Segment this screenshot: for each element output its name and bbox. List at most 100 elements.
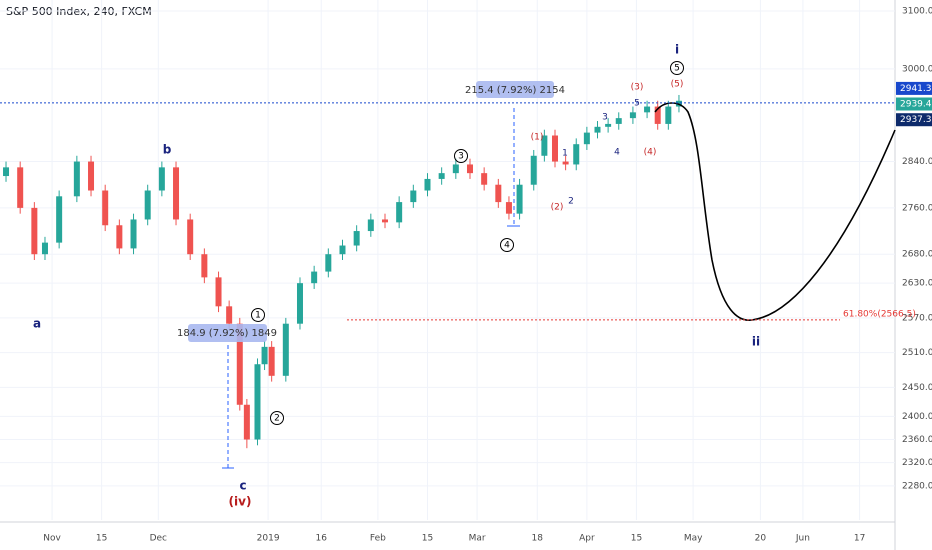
y-tick-label: 2450.0 [902, 383, 932, 393]
price-tag-label: 2939.4 [900, 100, 932, 110]
measure-label: 215.4 (7.92%) 2154 [465, 85, 565, 96]
candle-body [452, 164, 459, 174]
candle-body [353, 231, 360, 246]
price-tag [896, 113, 932, 127]
wave-label: (1) [531, 133, 544, 143]
candle-body [261, 346, 268, 365]
fib-label: 61.80%(2566.5) [843, 309, 916, 319]
wave-label: 1 [562, 149, 568, 159]
annotations: i 5 (5) (3) 5 3 4 (4) (1) 1 (2) 2 3 4 b a 1 2 c (iv) ii [33, 43, 760, 509]
x-tick-label: Feb [370, 534, 386, 544]
candle-body [236, 323, 243, 405]
candle-body [73, 161, 80, 197]
candle-body [102, 190, 109, 226]
candle-body [296, 283, 303, 324]
wave-label: i [675, 43, 679, 57]
candle-body [187, 219, 194, 255]
candle-body [594, 126, 601, 133]
price-tag [896, 97, 932, 111]
candle-body [243, 404, 250, 440]
candle-body [201, 254, 208, 278]
x-tick-label: 16 [316, 534, 328, 544]
candle-body [31, 207, 38, 255]
candle-body [339, 245, 346, 255]
wave-circle [454, 149, 468, 163]
candle-body [173, 167, 180, 220]
candle-body [41, 242, 48, 255]
y-tick-label: 2680.0 [902, 250, 932, 260]
price-tag-label: 2941.3 [900, 84, 932, 94]
wave-label: b [163, 143, 172, 157]
wave-label: (5) [671, 80, 684, 90]
wave-circle [270, 411, 284, 425]
x-tick-label: 15 [96, 534, 107, 544]
y-tick-label: 2570.0 [902, 313, 932, 323]
wave-label: c [239, 479, 246, 493]
wave-circle [670, 61, 684, 75]
x-tick-label: Apr [579, 534, 595, 544]
wave-label: 2 [274, 414, 280, 424]
candle-body [56, 196, 63, 243]
wave-label: (2) [551, 203, 564, 213]
x-tick-label: Dec [150, 534, 167, 544]
y-tick-label: 3100.0 [902, 7, 932, 17]
x-tick-label: 17 [854, 534, 865, 544]
candle-body [605, 123, 612, 127]
measure-box [188, 324, 267, 342]
candle-body [615, 118, 622, 124]
wave-label: 5 [634, 99, 640, 109]
x-tick-label: 15 [631, 534, 642, 544]
projection-curve [654, 102, 896, 321]
candle-body [438, 173, 445, 179]
candle-body [3, 167, 10, 177]
candle-body [562, 161, 569, 165]
candle-body [410, 190, 417, 203]
candle-body [396, 202, 403, 223]
price-tag-label: 2937.3 [900, 115, 932, 125]
candle-body [481, 173, 488, 185]
wave-label: (3) [631, 83, 644, 93]
candle-body [541, 135, 548, 156]
candle-body [116, 225, 123, 249]
wave-label: 4 [614, 148, 620, 158]
wave-label: a [33, 317, 41, 331]
candle-body [516, 184, 523, 214]
candle-body [17, 167, 24, 208]
wave-label: 3 [458, 152, 464, 162]
candle-body [254, 364, 261, 440]
candle-body [268, 346, 275, 376]
y-tick-label: 2320.0 [902, 458, 932, 468]
candle-body [665, 106, 672, 124]
candle-body [158, 167, 165, 191]
x-tick-label: Mar [469, 534, 486, 544]
y-tick-label: 3000.0 [902, 64, 932, 74]
y-tick-label: 2400.0 [902, 412, 932, 422]
candle-body [551, 135, 558, 162]
x-tick-label: 15 [422, 534, 433, 544]
candle-body [144, 190, 151, 220]
wave-label: (iv) [229, 495, 252, 509]
x-tick-label: 20 [755, 534, 767, 544]
candle-body [130, 219, 137, 249]
y-tick-label: 2360.0 [902, 435, 932, 445]
x-tick-label: May [684, 534, 703, 544]
measure-label: 184.9 (7.92%) 1849 [177, 328, 277, 339]
wave-label: 5 [674, 64, 680, 74]
wave-circle [500, 238, 514, 252]
candle-body [88, 161, 95, 191]
wave-label: ii [752, 335, 760, 349]
candle-body [424, 178, 431, 191]
x-tick-label: 18 [532, 534, 544, 544]
candle-body [282, 323, 289, 376]
y-tick-label: 2840.0 [902, 157, 932, 167]
wave-label: 3 [602, 113, 608, 123]
x-tick-label: Nov [43, 534, 61, 544]
price-tag [896, 81, 932, 95]
y-tick-label: 2280.0 [902, 481, 932, 491]
candle-body [226, 306, 233, 324]
candle-body [583, 132, 590, 145]
candle-body [644, 106, 651, 113]
y-tick-label: 2630.0 [902, 279, 932, 289]
